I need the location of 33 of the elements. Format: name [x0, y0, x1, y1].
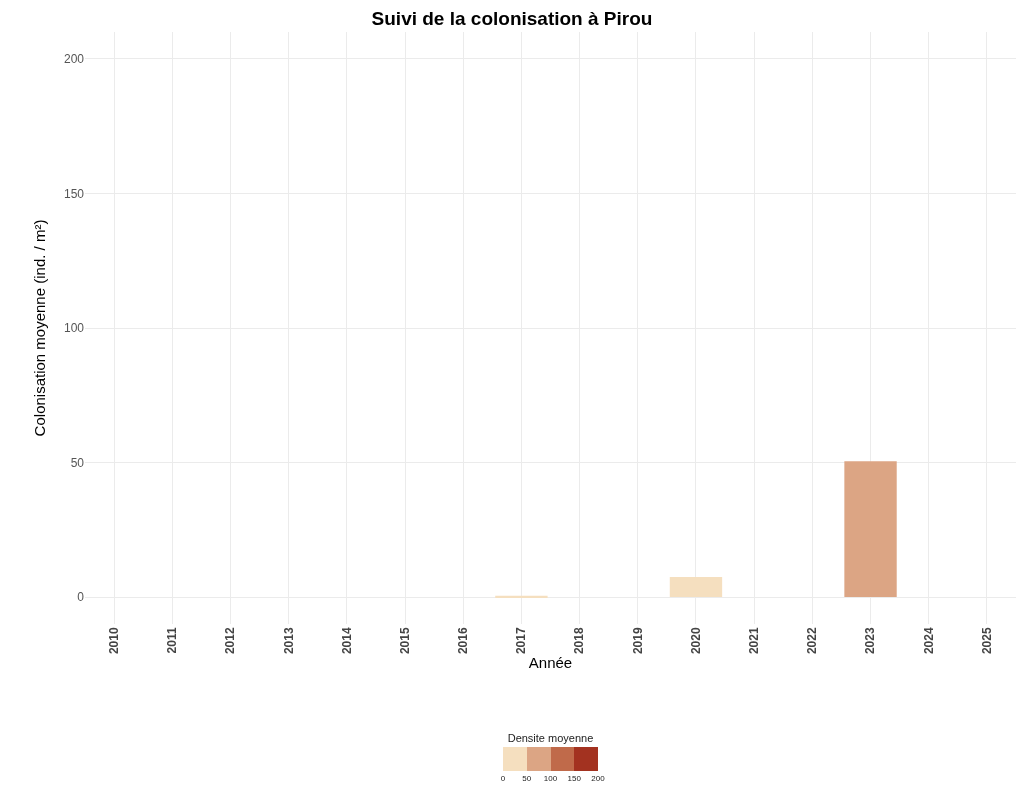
y-tick-label: 100 — [63, 321, 85, 336]
x-tick-label: 2010 — [106, 627, 121, 655]
x-tick-label: 2013 — [281, 627, 296, 655]
y-tick-label: 200 — [63, 52, 85, 67]
x-tick-label: 2025 — [979, 627, 994, 655]
x-tick-label: 2021 — [747, 627, 762, 655]
color-bar-label: 0 — [500, 774, 506, 784]
x-tick-label: 2024 — [921, 627, 936, 655]
x-tick-label: 2012 — [223, 627, 238, 655]
y-tick-label: 0 — [77, 590, 85, 605]
x-tick-label: 2015 — [397, 627, 412, 655]
color-bar-label: 50 — [522, 774, 532, 784]
x-tick-label: 2016 — [456, 627, 471, 655]
color-bar-title: Densite moyenne — [507, 732, 594, 745]
x-tick-label: 2022 — [805, 627, 820, 655]
y-tick-label: 50 — [70, 455, 85, 470]
x-tick-label: 2017 — [514, 627, 529, 655]
color-bar-label: 200 — [591, 774, 606, 784]
bar — [669, 576, 723, 598]
x-tick-label: 2011 — [165, 627, 180, 654]
bar — [844, 461, 897, 598]
x-tick-label: 2019 — [630, 627, 645, 655]
x-tick-label: 2014 — [339, 627, 354, 655]
chart-title: Suivi de la colonisation à Pirou — [371, 8, 653, 30]
y-axis-title: Colonisation moyenne (ind. / m²) — [31, 219, 49, 437]
x-axis-title: Année — [528, 654, 573, 672]
color-bar-label: 150 — [567, 774, 582, 784]
bar — [495, 595, 548, 598]
x-tick-label: 2018 — [572, 627, 587, 655]
color-bar-label: 100 — [543, 774, 558, 784]
x-tick-label: 2023 — [863, 627, 878, 655]
y-tick-label: 150 — [63, 186, 85, 201]
x-tick-label: 2020 — [688, 627, 703, 655]
